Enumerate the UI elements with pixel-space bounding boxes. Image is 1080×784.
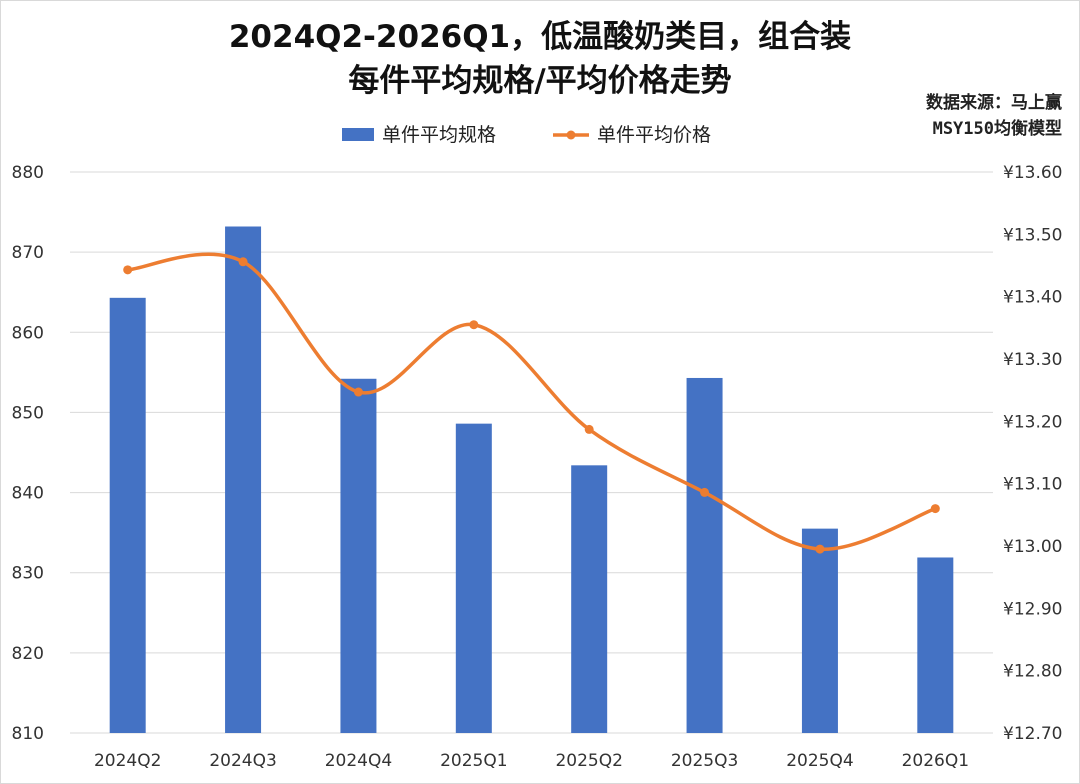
bar <box>109 297 146 733</box>
line-point <box>123 265 133 275</box>
legend-bar-label: 单件平均规格 <box>382 124 496 146</box>
bar <box>917 557 954 733</box>
y-right-tick-label: ¥13.20 <box>1003 412 1062 432</box>
y-left-tick-label: 870 <box>12 243 44 263</box>
y-right-tick-label: ¥12.70 <box>1003 724 1062 744</box>
data-source-label: 数据来源：马上赢 <box>926 93 1062 113</box>
legend: 单件平均规格 单件平均价格 <box>342 124 711 146</box>
bar-series <box>109 226 954 734</box>
line-point <box>930 504 940 514</box>
y-right-tick-label: ¥13.60 <box>1003 163 1062 183</box>
line-point <box>584 424 594 434</box>
y-right-tick-label: ¥13.10 <box>1003 475 1062 495</box>
y-left-tick-label: 850 <box>12 403 44 423</box>
x-tick-label: 2025Q4 <box>786 751 853 771</box>
line-series <box>123 252 940 554</box>
y-right-tick-label: ¥13.50 <box>1003 225 1062 245</box>
y-left-tick-label: 810 <box>12 724 44 744</box>
y-right-tick-label: ¥12.90 <box>1003 599 1062 619</box>
line-point <box>469 320 479 330</box>
line-point <box>353 387 363 397</box>
y-right-tick-label: ¥13.30 <box>1003 350 1062 370</box>
y-right-tick-label: ¥12.80 <box>1003 662 1062 682</box>
legend-bar-swatch <box>342 128 374 141</box>
bar <box>340 378 377 733</box>
x-tick-label: 2025Q1 <box>440 751 507 771</box>
x-tick-label: 2025Q3 <box>671 751 738 771</box>
y-right-tick-label: ¥13.00 <box>1003 537 1062 557</box>
y-left-tick-label: 830 <box>12 564 44 584</box>
bar <box>686 377 723 733</box>
y-left-tick-label: 840 <box>12 484 44 504</box>
line-point <box>815 544 825 554</box>
line-point <box>700 487 710 497</box>
y-left-tick-label: 820 <box>12 644 44 664</box>
x-tick-label: 2024Q3 <box>209 751 276 771</box>
y-left-tick-label: 880 <box>12 163 44 183</box>
x-tick-label: 2026Q1 <box>902 751 969 771</box>
legend-line-label: 单件平均价格 <box>597 124 711 146</box>
bar <box>455 423 492 733</box>
chart-title-line1: 2024Q2-2026Q1，低温酸奶类目，组合装 <box>228 19 852 55</box>
y-left-tick-label: 860 <box>12 323 44 343</box>
x-tick-label: 2024Q2 <box>94 751 161 771</box>
y-right-tick-label: ¥13.40 <box>1003 288 1062 308</box>
x-tick-label: 2025Q2 <box>555 751 622 771</box>
price-line <box>125 252 938 551</box>
line-point <box>238 257 248 267</box>
axes: 810 820 830 840 850 860 870 880 ¥12.70 ¥12.80 ¥12.… <box>12 163 1063 771</box>
bar <box>225 226 262 734</box>
legend-line-marker <box>566 130 576 140</box>
chart-title-line2: 每件平均规格/平均价格走势 <box>348 63 732 99</box>
grid-lines <box>70 171 993 734</box>
data-model-label: MSY150均衡模型 <box>932 119 1062 139</box>
bar <box>801 528 838 733</box>
bar <box>571 465 608 733</box>
x-tick-label: 2024Q4 <box>325 751 392 771</box>
